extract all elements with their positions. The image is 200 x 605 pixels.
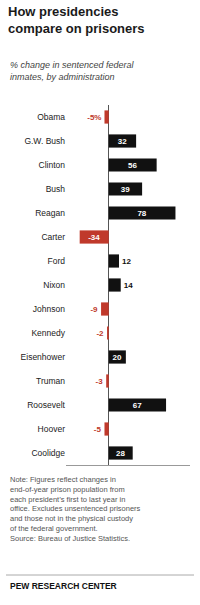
svg-text:-9: -9 bbox=[90, 305, 98, 314]
svg-text:Ford: Ford bbox=[48, 256, 66, 266]
svg-text:% change in sentenced federali: % change in sentenced federalinmates, by… bbox=[10, 60, 135, 82]
svg-text:Hoover: Hoover bbox=[38, 424, 66, 434]
svg-text:Note: Figures reflect changes: Note: Figures reflect changes inend-of-y… bbox=[10, 475, 141, 543]
svg-text:Eisenhower: Eisenhower bbox=[21, 352, 66, 362]
svg-text:Roosevelt: Roosevelt bbox=[27, 400, 65, 410]
svg-text:Johnson: Johnson bbox=[33, 304, 65, 314]
svg-text:67: 67 bbox=[133, 401, 142, 410]
svg-text:PEW RESEARCH CENTER: PEW RESEARCH CENTER bbox=[10, 581, 117, 591]
svg-text:G.W. Bush: G.W. Bush bbox=[24, 136, 65, 146]
svg-text:-34: -34 bbox=[88, 233, 100, 242]
svg-text:Reagan: Reagan bbox=[35, 208, 65, 218]
svg-text:12: 12 bbox=[122, 257, 131, 266]
svg-text:Nixon: Nixon bbox=[43, 280, 65, 290]
svg-text:-5: -5 bbox=[94, 425, 102, 434]
svg-text:How presidenciescompare on pri: How presidenciescompare on prisoners bbox=[8, 4, 145, 36]
svg-text:56: 56 bbox=[128, 161, 137, 170]
svg-text:14: 14 bbox=[124, 281, 133, 290]
svg-text:39: 39 bbox=[121, 185, 130, 194]
svg-text:20: 20 bbox=[113, 353, 122, 362]
svg-text:-5%: -5% bbox=[87, 113, 101, 122]
svg-text:Carter: Carter bbox=[41, 232, 65, 242]
svg-text:78: 78 bbox=[137, 209, 146, 218]
svg-text:-2: -2 bbox=[96, 329, 104, 338]
svg-text:Coolidge: Coolidge bbox=[31, 448, 65, 458]
svg-text:Bush: Bush bbox=[46, 184, 66, 194]
svg-text:Clinton: Clinton bbox=[39, 160, 66, 170]
svg-text:Obama: Obama bbox=[37, 112, 65, 122]
svg-text:28: 28 bbox=[116, 449, 125, 458]
svg-text:-3: -3 bbox=[96, 377, 104, 386]
svg-text:32: 32 bbox=[118, 137, 127, 146]
svg-text:Kennedy: Kennedy bbox=[31, 328, 65, 338]
svg-text:Truman: Truman bbox=[36, 376, 65, 386]
